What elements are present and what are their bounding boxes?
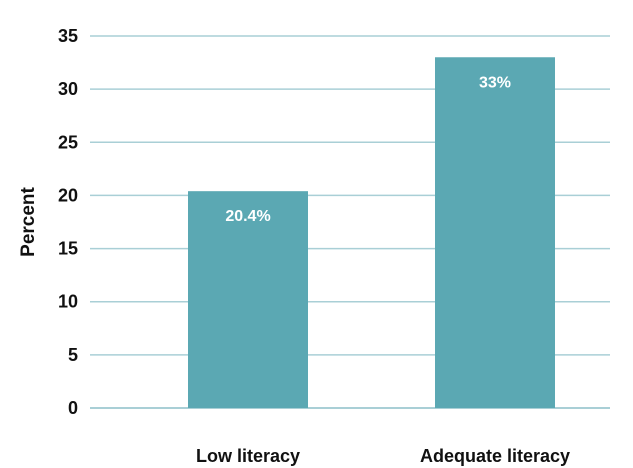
bar-2 <box>435 57 555 408</box>
category-label-1: Low literacy <box>196 446 300 466</box>
y-tick-label-20: 20 <box>58 185 78 205</box>
y-axis-label: Percent <box>18 186 39 256</box>
category-label-2: Adequate literacy <box>420 446 570 466</box>
data-label-2: 33% <box>479 74 511 91</box>
bars <box>188 57 555 408</box>
y-tick-label-0: 0 <box>68 398 78 418</box>
x-axis-categories: Low literacy Adequate literacy <box>196 446 570 466</box>
y-axis-ticks: 0 5 10 15 20 25 30 35 <box>58 26 78 418</box>
y-tick-label-35: 35 <box>58 26 78 46</box>
data-labels: 20.4% 33% <box>225 74 511 225</box>
y-tick-label-15: 15 <box>58 239 78 259</box>
y-tick-label-5: 5 <box>68 345 78 365</box>
y-tick-label-25: 25 <box>58 132 78 152</box>
bar-1 <box>188 191 308 408</box>
data-label-1: 20.4% <box>225 208 270 225</box>
y-tick-label-10: 10 <box>58 292 78 312</box>
y-tick-label-30: 30 <box>58 79 78 99</box>
